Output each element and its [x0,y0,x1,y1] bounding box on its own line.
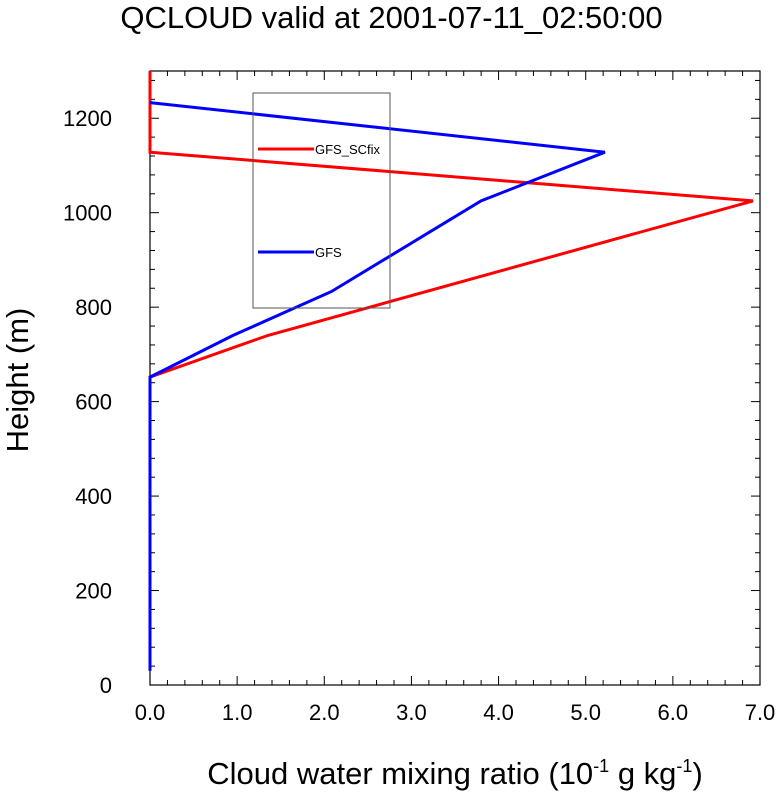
x-axis-label-prefix: Cloud water mixing ratio (10 [207,756,594,791]
x-tick-label: 0.0 [135,700,166,725]
x-tick-label: 6.0 [658,700,689,725]
x-axis-label-exponent-2: -1 [676,756,693,776]
legend-box [252,92,391,309]
y-tick-label: 200 [75,579,112,604]
series-line-gfs [148,101,606,671]
y-tick-label: 0 [100,673,112,698]
x-axis-label: Cloud water mixing ratio (10-1 g kg-1) [150,756,760,792]
legend-label: GFS [315,245,342,260]
x-axis-label-mid: g kg [609,756,677,791]
x-axis-label-exponent-1: -1 [593,756,610,776]
y-tick-label: 600 [75,390,112,415]
plot-frame [149,70,761,686]
y-tick-label: 1200 [63,106,112,131]
x-tick-label: 3.0 [396,700,427,725]
y-tick-label: 1000 [63,201,112,226]
y-tick-label: 400 [75,484,112,509]
x-axis-label-suffix: ) [692,756,703,791]
series-line-gfs-scfix [148,71,754,671]
x-tick-label: 5.0 [570,700,601,725]
x-tick-label: 4.0 [483,700,514,725]
legend-label: GFS_SCfix [315,142,381,157]
x-tick-label: 1.0 [222,700,253,725]
x-tick-label: 7.0 [745,700,776,725]
y-tick-label: 800 [75,295,112,320]
x-tick-label: 2.0 [309,700,340,725]
y-axis-label: Height (m) [0,307,35,453]
chart-title: QCLOUD valid at 2001-07-11_02:50:00 [120,0,663,35]
